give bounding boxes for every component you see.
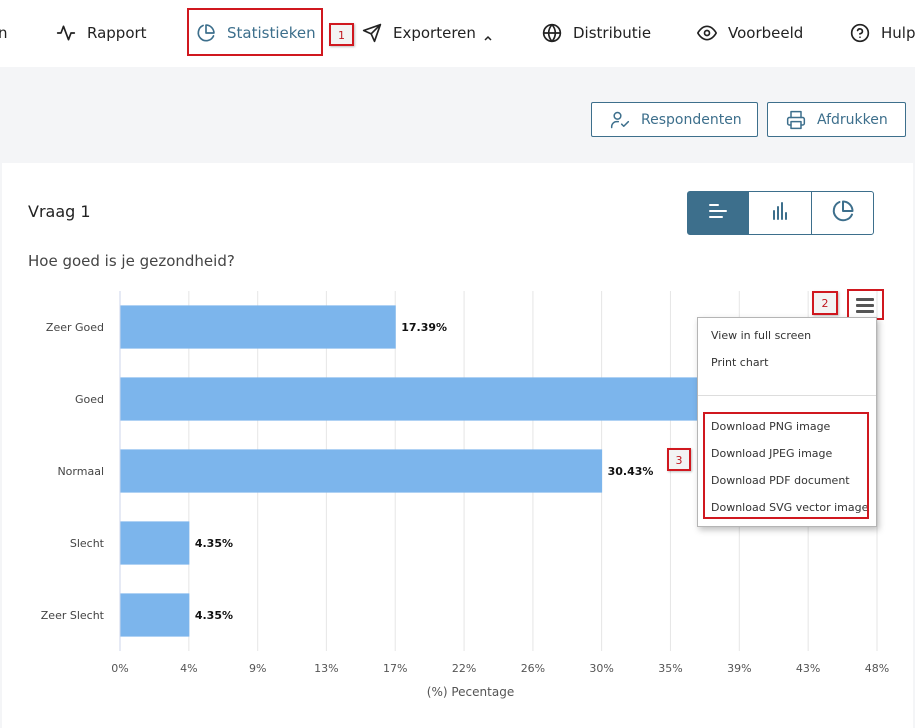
eye-icon	[697, 23, 717, 43]
question-text: Hoe goed is je gezondheid?	[28, 252, 235, 270]
menu-item-full-screen[interactable]: View in full screen	[711, 329, 812, 342]
category-label: Zeer Goed	[46, 321, 104, 334]
bar	[120, 521, 190, 565]
top-navigation: n Rapport Statistieken Exporteren Distri…	[0, 0, 915, 67]
help-circle-icon	[850, 23, 870, 43]
bar-horizontal-icon	[706, 199, 730, 227]
bar	[120, 593, 190, 637]
data-label: 4.35%	[195, 537, 233, 550]
category-label: Slecht	[70, 537, 105, 550]
question-title: Vraag 1	[28, 202, 91, 221]
x-tick-label: 4%	[180, 662, 197, 675]
send-icon	[362, 23, 382, 43]
category-label: Zeer Slecht	[41, 609, 105, 622]
nav-item-hulp[interactable]: Hulp	[850, 20, 915, 46]
globe-icon	[542, 23, 562, 43]
bar	[120, 377, 809, 421]
chart-menu-button[interactable]	[851, 294, 879, 316]
nav-item-voorbeeld[interactable]: Voorbeeld	[697, 20, 803, 46]
bar	[120, 305, 396, 349]
respondents-button-label: Respondenten	[641, 111, 742, 128]
nav-item-distributie[interactable]: Distributie	[542, 20, 651, 46]
pie-chart-icon	[196, 23, 216, 43]
chart-export-menu: View in full screen Print chart Download…	[697, 317, 877, 527]
hamburger-line	[856, 309, 874, 313]
nav-item-statistieken-label: Statistieken	[227, 24, 316, 42]
hamburger-menu-icon	[856, 297, 874, 301]
bar-chart: 0% 4% 9% 13% 17% 22% 26% 30% 35% 39% 43% 48% Zeer Go…	[41, 291, 889, 699]
bar-vertical-icon	[768, 199, 792, 227]
annotation-marker-3: 3	[667, 448, 691, 471]
annotation-marker-1: 1	[329, 23, 354, 46]
respondents-button[interactable]: Respondenten	[591, 102, 758, 137]
print-button[interactable]: Afdrukken	[767, 102, 906, 137]
x-tick-label: 39%	[727, 662, 751, 675]
nav-item-voorbeeld-label: Voorbeeld	[728, 24, 804, 42]
menu-item-download-png[interactable]: Download PNG image	[711, 420, 831, 433]
x-tick-label: 0%	[111, 662, 128, 675]
view-toggle-pie[interactable]	[811, 191, 874, 235]
menu-separator	[698, 395, 876, 396]
x-tick-label: 26%	[521, 662, 545, 675]
user-check-icon	[610, 110, 630, 130]
menu-item-download-jpeg[interactable]: Download JPEG image	[711, 447, 833, 460]
category-label: Goed	[75, 393, 104, 406]
menu-item-download-svg[interactable]: Download SVG vector image	[711, 501, 869, 514]
x-tick-label: 22%	[452, 662, 476, 675]
activity-icon	[56, 23, 76, 43]
nav-item-exporteren[interactable]: Exporteren	[362, 20, 493, 46]
nav-item-clipped[interactable]: n	[0, 20, 8, 46]
pie-chart-icon	[831, 199, 855, 227]
nav-item-distributie-label: Distributie	[573, 24, 652, 42]
view-toggle-vertical-bar[interactable]	[748, 191, 812, 235]
data-label: 17.39%	[401, 321, 447, 334]
x-tick-label: 48%	[865, 662, 889, 675]
highlight-chart-menu	[847, 289, 884, 320]
view-toggle-horizontal-bar[interactable]	[687, 191, 749, 235]
data-label: 4.35%	[195, 609, 233, 622]
nav-item-exporteren-label: Exporteren	[393, 24, 476, 42]
nav-item-rapport-label: Rapport	[87, 24, 147, 42]
annotation-marker-2: 2	[812, 291, 838, 315]
nav-item-statistieken[interactable]: Statistieken	[196, 20, 316, 46]
menu-item-print-chart[interactable]: Print chart	[711, 356, 769, 369]
nav-item-rapport[interactable]: Rapport	[56, 20, 147, 46]
x-tick-label: 43%	[796, 662, 820, 675]
nav-item-hulp-label: Hulp	[881, 24, 915, 42]
category-label: Normaal	[57, 465, 104, 478]
x-tick-label: 9%	[249, 662, 266, 675]
data-label: 30.43%	[608, 465, 654, 478]
bar	[120, 449, 603, 493]
nav-item-clipped-label: n	[0, 24, 8, 42]
x-tick-label: 35%	[658, 662, 682, 675]
x-tick-label: 30%	[589, 662, 613, 675]
x-tick-label: 13%	[314, 662, 338, 675]
printer-icon	[786, 110, 806, 130]
highlight-download-options	[703, 412, 869, 519]
highlight-statistieken	[187, 8, 323, 56]
x-axis-title: (%) Pecentage	[427, 685, 514, 699]
print-button-label: Afdrukken	[817, 111, 888, 128]
x-tick-label: 17%	[383, 662, 407, 675]
chevron-up-icon	[483, 28, 493, 41]
hamburger-line	[856, 303, 874, 307]
menu-item-download-pdf[interactable]: Download PDF document	[711, 474, 850, 487]
